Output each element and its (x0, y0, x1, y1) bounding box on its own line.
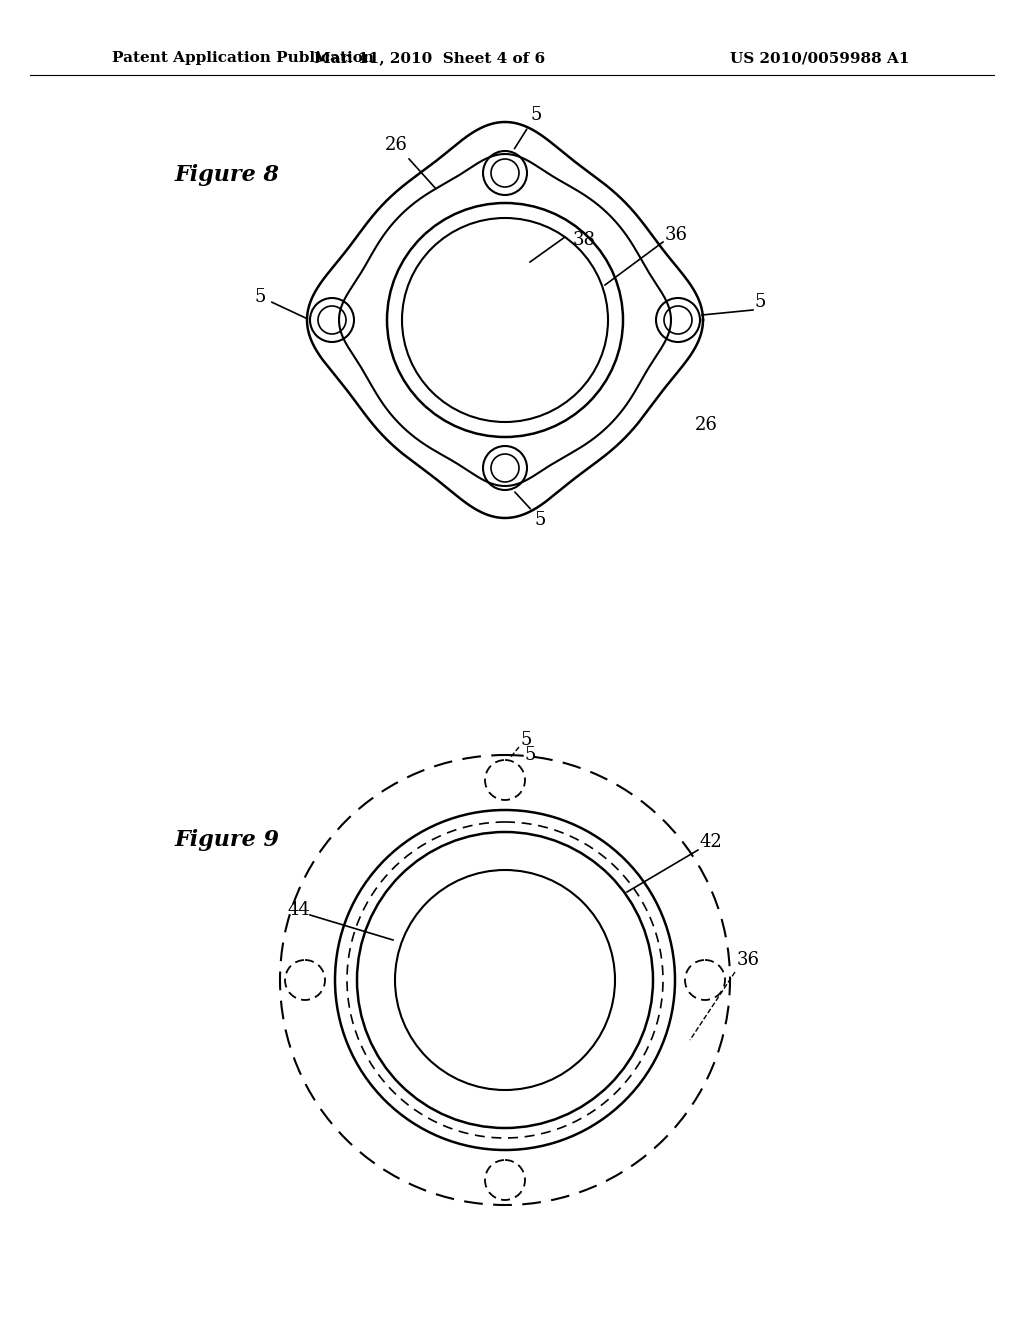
Text: 38: 38 (573, 231, 596, 249)
Text: US 2010/0059988 A1: US 2010/0059988 A1 (730, 51, 909, 65)
Text: 36: 36 (737, 950, 760, 969)
Text: 5: 5 (755, 293, 766, 312)
Text: 5: 5 (525, 746, 537, 764)
Text: 5: 5 (515, 492, 547, 529)
Text: Figure 8: Figure 8 (175, 164, 280, 186)
Text: 5: 5 (514, 106, 542, 149)
Text: 5: 5 (255, 288, 307, 319)
Text: 42: 42 (700, 833, 723, 851)
Text: 44: 44 (287, 902, 309, 919)
Text: 26: 26 (695, 416, 718, 434)
Text: Figure 9: Figure 9 (175, 829, 280, 851)
Text: 26: 26 (385, 136, 435, 187)
Text: 5: 5 (520, 731, 531, 748)
Text: Patent Application Publication: Patent Application Publication (112, 51, 374, 65)
Text: Mar. 11, 2010  Sheet 4 of 6: Mar. 11, 2010 Sheet 4 of 6 (314, 51, 546, 65)
Text: 36: 36 (665, 226, 688, 244)
